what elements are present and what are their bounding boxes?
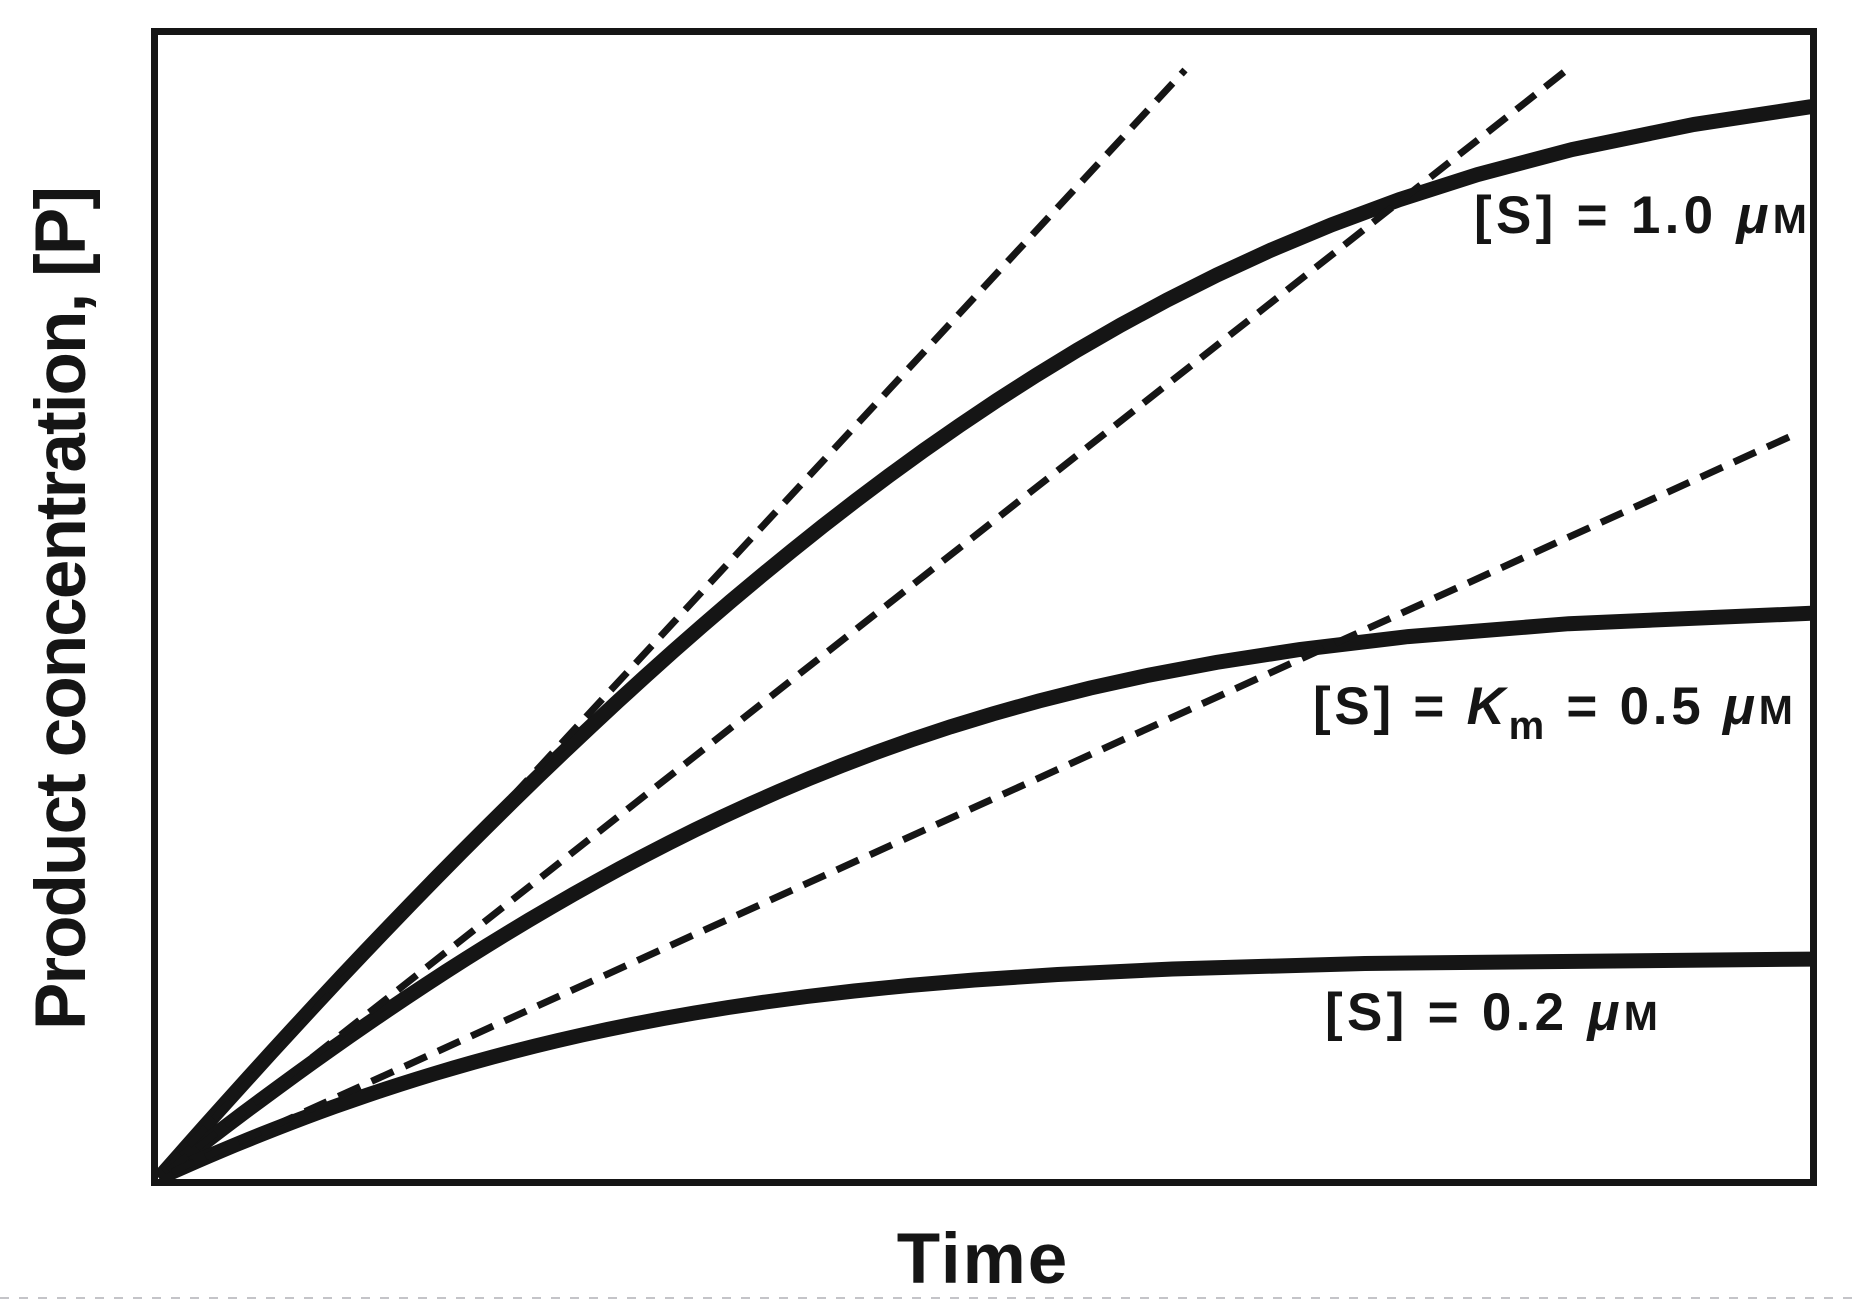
svg-text:[S] = 1.0 μM: [S] = 1.0 μM: [1474, 186, 1811, 245]
svg-text:[S] = Km = 0.5 μM: [S] = Km = 0.5 μM: [1313, 677, 1797, 748]
svg-text:Product concentration, [P]: Product concentration, [P]: [22, 188, 101, 1030]
svg-text:[S] = 0.2 μM: [S] = 0.2 μM: [1325, 983, 1662, 1042]
svg-text:Time: Time: [897, 1220, 1069, 1299]
